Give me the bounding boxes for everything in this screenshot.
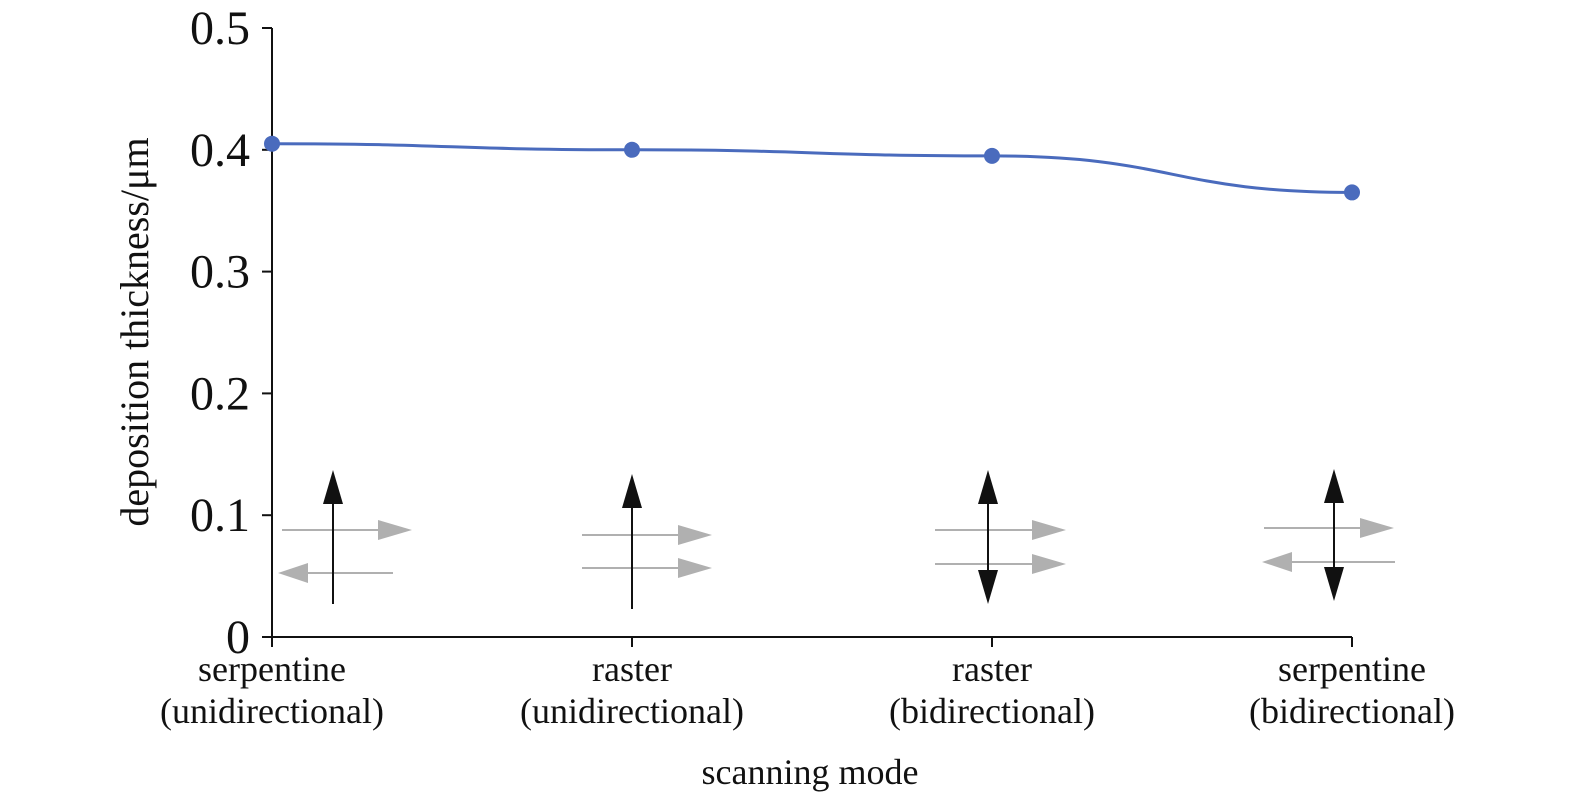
scan-icon-raster-bidirectional (935, 470, 1066, 604)
arrow-up-icon (978, 470, 998, 504)
x-tick-label: (unidirectional) (160, 691, 384, 731)
arrow-left-icon (1262, 552, 1292, 572)
arrow-right-icon (1360, 518, 1394, 538)
data-point (624, 141, 640, 158)
arrow-down-icon (1324, 567, 1344, 601)
y-tick-label: 0.2 (190, 367, 250, 420)
x-axis-title: scanning mode (702, 752, 919, 792)
x-ticks: serpentine(unidirectional)raster(unidire… (160, 637, 1455, 731)
y-tick-label: 0 (226, 611, 250, 664)
y-tick-label: 0.1 (190, 489, 250, 542)
arrow-right-icon (378, 520, 412, 540)
y-ticks: 0 0.1 0.2 0.3 0.4 0.5 (190, 2, 272, 664)
arrow-up-icon (323, 470, 343, 504)
x-tick-label: (bidirectional) (889, 691, 1095, 731)
arrow-right-icon (1032, 520, 1066, 540)
arrow-up-icon (622, 474, 642, 508)
scan-icon-serpentine-bidirectional (1262, 469, 1395, 601)
arrow-left-icon (278, 563, 308, 583)
arrow-up-icon (1324, 469, 1344, 503)
x-tick-label: raster (592, 649, 672, 689)
x-tick-label: (bidirectional) (1249, 691, 1455, 731)
series (264, 135, 1360, 201)
x-tick-label: raster (952, 649, 1032, 689)
arrow-down-icon (978, 570, 998, 604)
y-tick-label: 0.5 (190, 2, 250, 55)
y-tick-label: 0.3 (190, 246, 250, 299)
series-line (271, 142, 1353, 194)
scan-mode-icons (278, 469, 1395, 609)
axes (271, 28, 1352, 638)
arrow-right-icon (1032, 554, 1066, 574)
x-tick-label: serpentine (1278, 649, 1426, 689)
data-point (984, 147, 1000, 164)
scan-icon-raster-unidirectional (582, 474, 712, 609)
x-tick-label: (unidirectional) (520, 691, 744, 731)
y-tick-label: 0.4 (190, 124, 250, 177)
data-point (264, 135, 280, 152)
y-axis-title: deposition thickness/μm (112, 137, 157, 526)
x-tick-label: serpentine (198, 649, 346, 689)
scan-icon-serpentine-unidirectional (278, 470, 412, 604)
data-point (1344, 184, 1360, 201)
arrow-right-icon (678, 525, 712, 545)
arrow-right-icon (678, 558, 712, 578)
